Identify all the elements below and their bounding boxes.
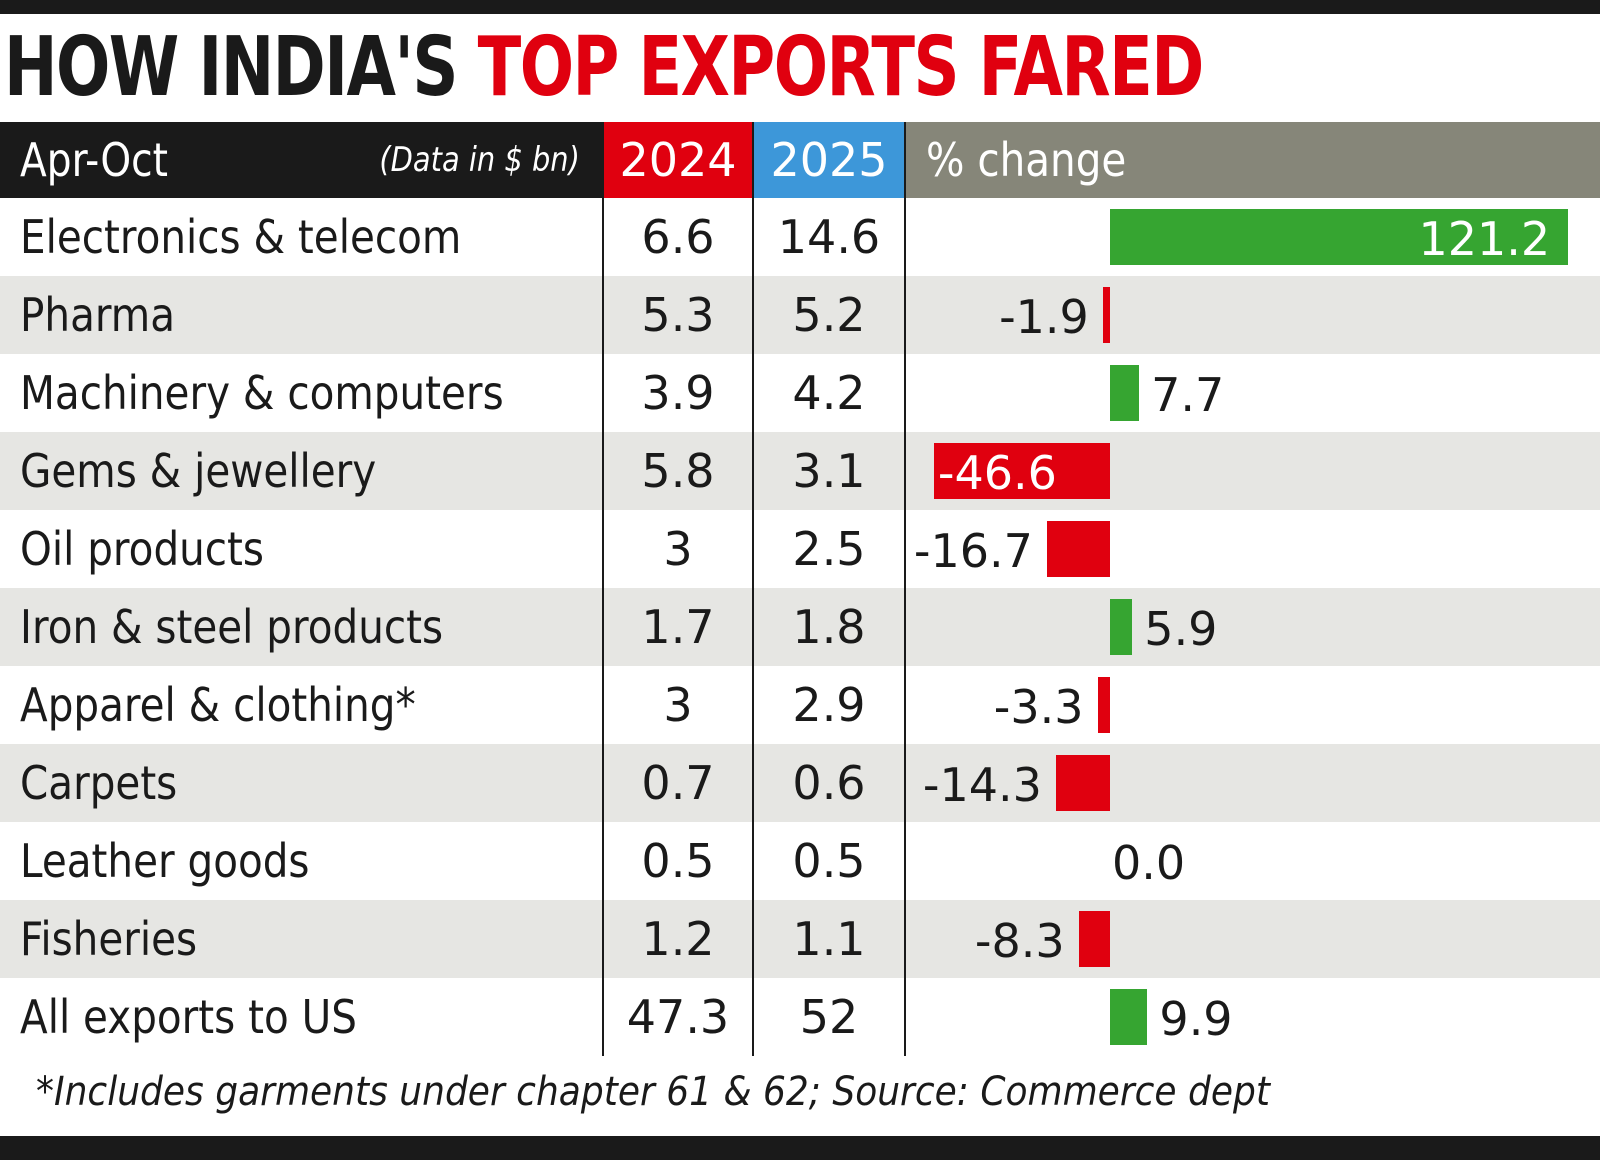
change-bar (1102, 287, 1110, 343)
value-2025: 4.2 (792, 366, 866, 420)
row-label: Leather goods (20, 834, 310, 888)
value-2025: 0.6 (792, 756, 866, 810)
change-label: -46.6 (937, 446, 1057, 500)
row-label: Carpets (20, 756, 178, 810)
table-row: Carpets 0.7 0.6 -14.3 (0, 744, 1600, 822)
change-label: -8.3 (974, 914, 1065, 968)
header-2024: 2024 (604, 122, 752, 198)
change-bar (1110, 989, 1148, 1045)
table-row: Apparel & clothing* 3 2.9 -3.3 (0, 666, 1600, 744)
row-label: Apparel & clothing* (20, 678, 416, 732)
column-divider (602, 122, 604, 1056)
header-2025: 2025 (754, 122, 904, 198)
value-2024: 0.5 (641, 834, 715, 888)
change-bar (1078, 911, 1110, 967)
value-2024: 5.3 (641, 288, 715, 342)
row-label: Fisheries (20, 912, 198, 966)
top-rule (0, 0, 1600, 14)
header-period: Apr-Oct (20, 133, 168, 187)
row-label: Oil products (20, 522, 265, 576)
table-row: Leather goods 0.5 0.5 0.0 (0, 822, 1600, 900)
table-row: All exports to US 47.3 52 9.9 (0, 978, 1600, 1056)
value-2024: 5.8 (641, 444, 715, 498)
column-divider (904, 122, 906, 1056)
value-2025: 1.1 (792, 912, 866, 966)
row-label: Gems & jewellery (20, 444, 377, 498)
value-2025: 5.2 (792, 288, 866, 342)
header-unit: (Data in $ bn) (379, 140, 580, 180)
table-row: Gems & jewellery 5.8 3.1 -46.6 (0, 432, 1600, 510)
table-row: Machinery & computers 3.9 4.2 7.7 (0, 354, 1600, 432)
value-2025: 52 (799, 990, 859, 1044)
column-divider (752, 122, 754, 1056)
header-change-label: % change (926, 133, 1127, 187)
change-label: 7.7 (1151, 368, 1225, 422)
change-bar (933, 443, 1110, 499)
change-bar (1110, 209, 1569, 265)
value-2025: 0.5 (792, 834, 866, 888)
value-2025: 1.8 (792, 600, 866, 654)
change-label: -3.3 (993, 680, 1084, 734)
row-label: All exports to US (20, 990, 357, 1044)
change-bar (1046, 521, 1110, 577)
value-2025: 2.9 (792, 678, 866, 732)
table-row: Fisheries 1.2 1.1 -8.3 (0, 900, 1600, 978)
change-bar (1055, 755, 1110, 811)
change-label: 121.2 (1418, 212, 1551, 266)
change-label: -14.3 (922, 758, 1042, 812)
value-2024: 3 (663, 522, 693, 576)
value-2024: 3.9 (641, 366, 715, 420)
table-row: Electronics & telecom 6.6 14.6 121.2 (0, 198, 1600, 276)
value-2024: 1.2 (641, 912, 715, 966)
bottom-rule (0, 1136, 1600, 1160)
value-2025: 3.1 (792, 444, 866, 498)
change-label: -1.9 (999, 290, 1089, 344)
value-2024: 47.3 (626, 990, 730, 1044)
row-label: Pharma (20, 288, 176, 342)
header-change: % change (906, 122, 1600, 198)
value-2024: 1.7 (641, 600, 715, 654)
title-part-black: HOW INDIA'S (4, 20, 458, 115)
change-bar (1110, 599, 1133, 655)
value-2025: 14.6 (777, 210, 881, 264)
change-label: 0.0 (1112, 836, 1186, 890)
table-row: Oil products 3 2.5 -16.7 (0, 510, 1600, 588)
value-2024: 3 (663, 678, 693, 732)
change-bar (1110, 365, 1140, 421)
change-bar (1097, 677, 1110, 733)
row-label: Iron & steel products (20, 600, 444, 654)
change-label: 9.9 (1159, 992, 1233, 1046)
title-part-red: TOP EXPORTS FARED (477, 20, 1205, 115)
value-2024: 6.6 (641, 210, 715, 264)
header-label-cell: Apr-Oct (Data in $ bn) (0, 122, 602, 198)
change-label: 5.9 (1144, 602, 1218, 656)
row-label: Machinery & computers (20, 366, 504, 420)
table-row: Pharma 5.3 5.2 -1.9 (0, 276, 1600, 354)
value-2024: 0.7 (641, 756, 715, 810)
change-label: -16.7 (913, 524, 1033, 578)
table-row: Iron & steel products 1.7 1.8 5.9 (0, 588, 1600, 666)
value-2025: 2.5 (792, 522, 866, 576)
table-body: Electronics & telecom 6.6 14.6 121.2 Pharma 5… (0, 198, 1600, 1056)
row-label: Electronics & telecom (20, 210, 462, 264)
chart-title: HOW INDIA'S TOP EXPORTS FARED (4, 20, 1205, 115)
footnote: *Includes garments under chapter 61 & 62… (36, 1069, 1270, 1115)
